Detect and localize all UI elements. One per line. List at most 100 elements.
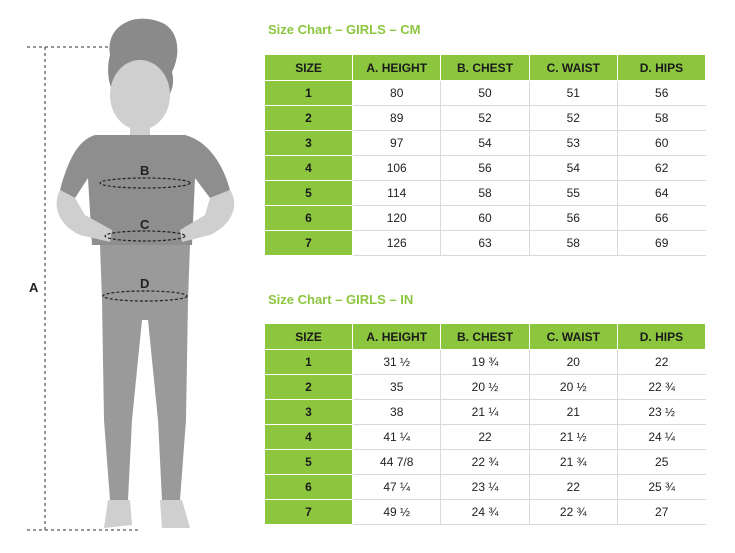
table-row: 1 31 ½ 19 ¾ 20 22 [263,349,706,375]
chest-cell: 19 ¾ [440,349,530,375]
size-cell: 6 [263,205,354,231]
table-row: 3 38 21 ¼ 21 23 ½ [263,399,706,425]
chest-cell: 52 [440,105,530,131]
hips-cell: 23 ½ [617,399,706,425]
table-row: 4 106 56 54 62 [263,155,706,181]
height-cell: 31 ½ [352,349,442,375]
size-cell: 7 [263,499,354,525]
header-height: A. HEIGHT [352,323,442,350]
table-row: 4 41 ¼ 22 21 ½ 24 ¼ [263,424,706,450]
header-hips: D. HIPS [616,54,707,81]
height-cell: 38 [352,399,442,425]
hips-cell: 25 [617,449,706,475]
girl-figure-illustration: A B C D [0,0,250,548]
chest-cell: 50 [440,80,530,106]
size-cell: 3 [263,130,354,156]
chest-cell: 24 ¾ [440,499,530,525]
height-cell: 114 [352,180,442,206]
height-cell: 44 7/8 [352,449,442,475]
table-header-row: SIZE A. HEIGHT B. CHEST C. WAIST D. HIPS [263,323,707,350]
hips-cell: 27 [617,499,706,525]
hips-cell: 25 ¾ [617,474,706,500]
height-cell: 35 [352,374,442,400]
girl-silhouette-icon [27,18,235,531]
size-cell: 6 [263,474,354,500]
waist-label-c: C [140,217,150,232]
waist-cell: 22 ¾ [529,499,618,525]
table-row: 1 80 50 51 56 [263,80,706,106]
table-row: 2 89 52 52 58 [263,105,706,131]
hips-label-d: D [140,276,150,291]
hips-cell: 24 ¼ [617,424,706,450]
table-row: 5 114 58 55 64 [263,180,706,206]
size-cell: 4 [263,424,354,450]
size-chart-cm-table: SIZE A. HEIGHT B. CHEST C. WAIST D. HIPS… [263,54,707,256]
chest-cell: 22 [440,424,530,450]
chest-cell: 22 ¾ [440,449,530,475]
table-header-row: SIZE A. HEIGHT B. CHEST C. WAIST D. HIPS [263,54,707,81]
hips-cell: 60 [617,130,706,156]
hips-cell: 62 [617,155,706,181]
header-height: A. HEIGHT [352,54,442,81]
chest-cell: 23 ¼ [440,474,530,500]
waist-cell: 56 [529,205,618,231]
table-row: 5 44 7/8 22 ¾ 21 ¾ 25 [263,449,706,475]
height-label-a: A [29,280,39,295]
hips-cell: 58 [617,105,706,131]
table-row: 6 120 60 56 66 [263,205,706,231]
chest-cell: 56 [440,155,530,181]
header-size: SIZE [263,323,354,350]
waist-cell: 51 [529,80,618,106]
table-row: 6 47 ¼ 23 ¼ 22 25 ¾ [263,474,706,500]
chest-cell: 60 [440,205,530,231]
table-row: 7 49 ½ 24 ¾ 22 ¾ 27 [263,499,706,525]
waist-cell: 20 ½ [529,374,618,400]
chest-label-b: B [140,163,150,178]
size-chart-in-table: SIZE A. HEIGHT B. CHEST C. WAIST D. HIPS… [263,323,707,525]
waist-cell: 20 [529,349,618,375]
hips-cell: 22 [617,349,706,375]
hips-cell: 69 [617,230,706,256]
chest-cell: 20 ½ [440,374,530,400]
size-cell: 3 [263,399,354,425]
height-cell: 120 [352,205,442,231]
waist-cell: 21 [529,399,618,425]
hips-cell: 66 [617,205,706,231]
cm-table-title: Size Chart – GIRLS – CM [268,22,421,37]
waist-cell: 55 [529,180,618,206]
in-table-title: Size Chart – GIRLS – IN [268,292,414,307]
height-cell: 80 [352,80,442,106]
waist-cell: 53 [529,130,618,156]
size-cell: 1 [263,80,354,106]
header-hips: D. HIPS [616,323,707,350]
height-cell: 89 [352,105,442,131]
chest-cell: 54 [440,130,530,156]
height-cell: 106 [352,155,442,181]
size-cell: 5 [263,449,354,475]
waist-cell: 21 ½ [529,424,618,450]
size-cell: 5 [263,180,354,206]
size-cell: 1 [263,349,354,375]
size-cell: 4 [263,155,354,181]
height-cell: 97 [352,130,442,156]
header-size: SIZE [263,54,354,81]
waist-cell: 22 [529,474,618,500]
hips-cell: 22 ¾ [617,374,706,400]
waist-cell: 54 [529,155,618,181]
size-cell: 7 [263,230,354,256]
height-cell: 49 ½ [352,499,442,525]
waist-cell: 58 [529,230,618,256]
hips-cell: 56 [617,80,706,106]
chest-cell: 63 [440,230,530,256]
chest-cell: 21 ¼ [440,399,530,425]
size-cell: 2 [263,374,354,400]
height-cell: 126 [352,230,442,256]
header-waist: C. WAIST [528,54,618,81]
waist-cell: 52 [529,105,618,131]
table-row: 7 126 63 58 69 [263,230,706,256]
height-cell: 47 ¼ [352,474,442,500]
header-chest: B. CHEST [440,323,530,350]
header-waist: C. WAIST [528,323,618,350]
height-cell: 41 ¼ [352,424,442,450]
table-row: 2 35 20 ½ 20 ½ 22 ¾ [263,374,706,400]
